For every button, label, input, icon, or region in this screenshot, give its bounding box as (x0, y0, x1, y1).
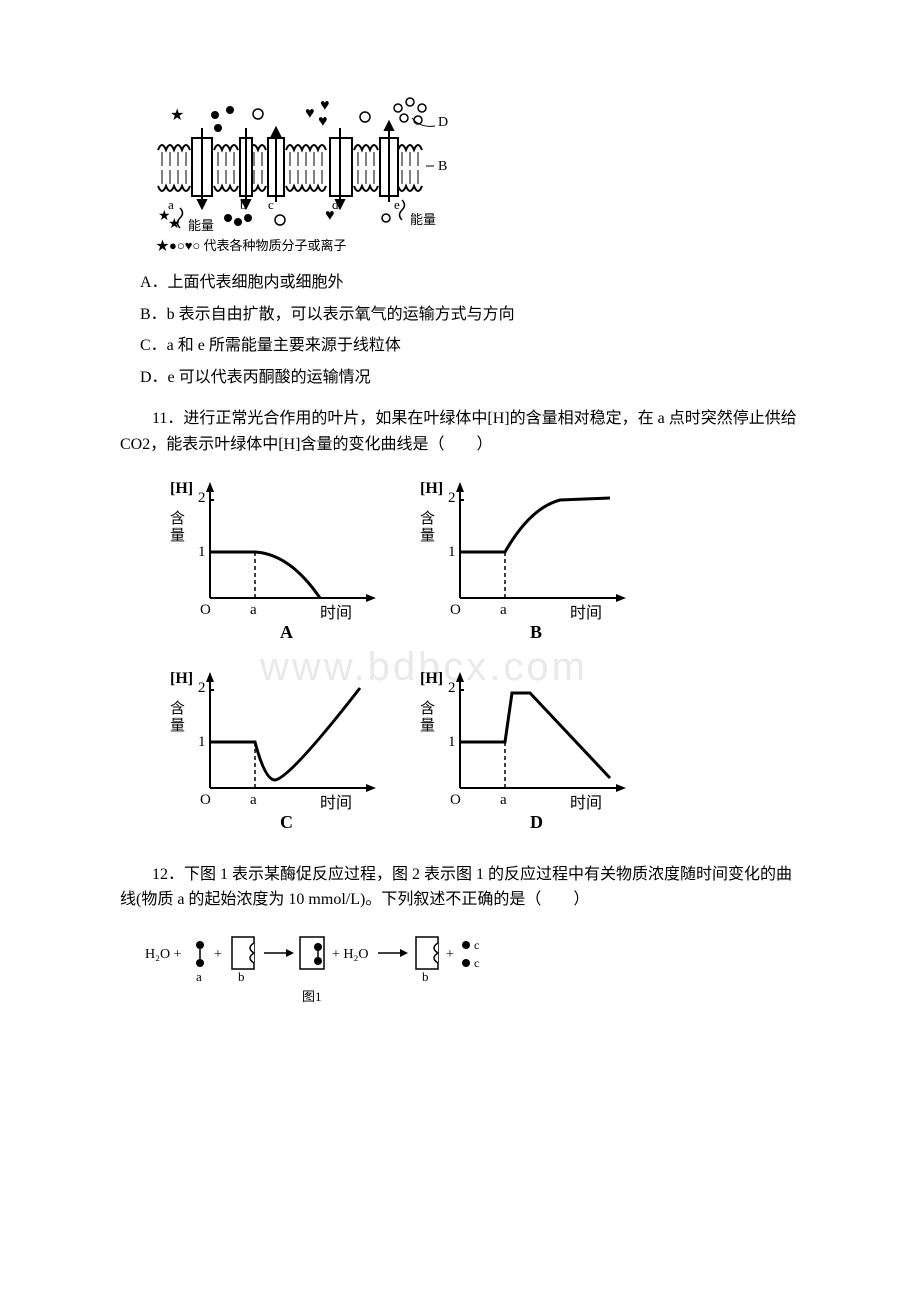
svg-text:2: 2 (448, 490, 456, 506)
svg-text:c: c (474, 938, 479, 952)
q10-membrane-diagram: ★ ♥ ♥ ♥ ★ ★ (140, 90, 800, 260)
svg-text:a: a (196, 969, 202, 984)
svg-text:b: b (240, 197, 247, 212)
svg-text:H₂O +: H₂O + (145, 947, 182, 962)
svg-text:含: 含 (420, 510, 435, 527)
svg-text:含: 含 (170, 510, 185, 527)
svg-text:[H]: [H] (420, 670, 443, 687)
q10-choices: A．上面代表细胞内或细胞外 B．b 表示自由扩散，可以表示氧气的运输方式与方向 … (140, 270, 800, 390)
svg-text:a: a (168, 197, 174, 212)
svg-text:♥: ♥ (320, 97, 330, 114)
svg-text:能量: 能量 (188, 218, 214, 233)
svg-text:量: 量 (170, 528, 185, 544)
svg-text:图1: 图1 (302, 989, 322, 1004)
svg-text:D: D (530, 812, 543, 832)
svg-text:量: 量 (420, 528, 435, 544)
svg-text:A: A (280, 622, 293, 642)
svg-text:a: a (250, 602, 257, 618)
svg-text:时间: 时间 (570, 794, 602, 812)
svg-text:♥: ♥ (318, 113, 328, 130)
svg-text:O: O (450, 602, 461, 618)
svg-text:时间: 时间 (570, 604, 602, 622)
svg-text:1: 1 (448, 734, 456, 750)
svg-text:+ H₂O: + H₂O (332, 947, 369, 962)
svg-text:O: O (450, 792, 461, 808)
svg-text:[H]: [H] (170, 670, 193, 687)
svg-text:a: a (250, 792, 257, 808)
svg-text:能量: 能量 (410, 212, 436, 227)
svg-text:D: D (438, 115, 448, 130)
svg-text:2: 2 (448, 680, 456, 696)
svg-text:B: B (530, 622, 542, 642)
svg-text:量: 量 (420, 718, 435, 734)
q10-choice-b: B．b 表示自由扩散，可以表示氧气的运输方式与方向 (140, 302, 800, 328)
svg-text:d: d (332, 197, 339, 212)
svg-text:+: + (446, 947, 454, 962)
svg-text:时间: 时间 (320, 794, 352, 812)
svg-text:B: B (438, 159, 447, 174)
svg-text:a: a (500, 602, 507, 618)
q10-choice-a: A．上面代表细胞内或细胞外 (140, 270, 800, 296)
q10-choice-d: D．e 可以代表丙酮酸的运输情况 (140, 365, 800, 391)
svg-text:含: 含 (170, 700, 185, 717)
svg-text:O: O (200, 602, 211, 618)
svg-text:+: + (214, 947, 222, 962)
q12-figure1: H₂O + a + b + H₂O (140, 923, 800, 1013)
svg-text:b: b (422, 969, 429, 984)
svg-text:c: c (268, 197, 274, 212)
svg-text:c: c (474, 956, 479, 970)
svg-text:1: 1 (198, 734, 206, 750)
svg-text:★●○♥○ 代表各种物质分子或离子: ★●○♥○ 代表各种物质分子或离子 (156, 238, 347, 253)
svg-text:2: 2 (198, 680, 206, 696)
svg-text:b: b (238, 969, 245, 984)
svg-text:C: C (280, 812, 293, 832)
svg-text:★: ★ (170, 107, 184, 124)
svg-text:1: 1 (448, 544, 456, 560)
q11-charts: [H] 含 量 2 1 O a 时间 A [H] (140, 468, 800, 848)
svg-text:量: 量 (170, 718, 185, 734)
q12-text: 12．下图 1 表示某酶促反应过程，图 2 表示图 1 的反应过程中有关物质浓度… (120, 862, 800, 913)
svg-text:含: 含 (420, 700, 435, 717)
svg-text:e: e (394, 197, 400, 212)
q11-text: 11．进行正常光合作用的叶片，如果在叶绿体中[H]的含量相对稳定，在 a 点时突… (120, 406, 800, 457)
svg-text:O: O (200, 792, 211, 808)
q10-choice-c: C．a 和 e 所需能量主要来源于线粒体 (140, 333, 800, 359)
svg-text:2: 2 (198, 490, 206, 506)
svg-text:[H]: [H] (170, 480, 193, 497)
svg-text:[H]: [H] (420, 480, 443, 497)
svg-text:♥: ♥ (305, 105, 315, 122)
svg-text:时间: 时间 (320, 604, 352, 622)
svg-text:1: 1 (198, 544, 206, 560)
svg-text:a: a (500, 792, 507, 808)
